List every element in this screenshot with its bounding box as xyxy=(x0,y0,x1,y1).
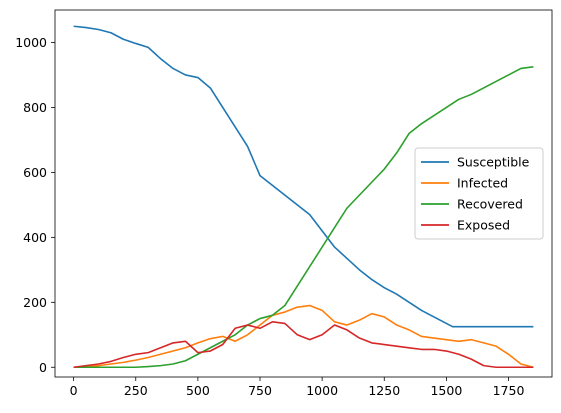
y-axis: 0 200 400 600 800 1000 xyxy=(15,35,55,375)
y-tick-label: 1000 xyxy=(15,35,47,50)
x-tick-label: 1250 xyxy=(368,383,400,398)
legend-label-exposed: Exposed xyxy=(457,218,510,233)
y-tick-label: 200 xyxy=(23,295,47,310)
x-tick-label: 0 xyxy=(70,383,78,398)
series-line-infected xyxy=(73,304,534,369)
legend-box xyxy=(414,147,544,240)
series-line-exposed xyxy=(73,320,534,369)
x-tick-label: 1750 xyxy=(493,383,525,398)
legend-label-susceptible: Susceptible xyxy=(457,155,530,170)
series-line-susceptible xyxy=(73,25,534,328)
y-tick-label: 400 xyxy=(23,230,47,245)
series-layer xyxy=(73,25,534,369)
legend-label-recovered: Recovered xyxy=(457,197,523,212)
legend: Susceptible Infected Recovered Exposed xyxy=(414,147,544,240)
x-tick-label: 500 xyxy=(186,383,210,398)
y-tick-label: 800 xyxy=(23,100,47,115)
legend-label-infected: Infected xyxy=(457,176,508,191)
y-tick-label: 600 xyxy=(23,165,47,180)
x-tick-label: 1000 xyxy=(306,383,338,398)
plot-area-frame xyxy=(54,9,553,378)
x-tick-label: 250 xyxy=(124,383,148,398)
x-tick-label: 1500 xyxy=(430,383,462,398)
series-line-recovered xyxy=(73,66,534,369)
x-axis: 0 250 500 750 1000 1250 1500 1750 xyxy=(70,377,525,398)
x-tick-label: 750 xyxy=(248,383,272,398)
y-tick-label: 0 xyxy=(39,360,47,375)
